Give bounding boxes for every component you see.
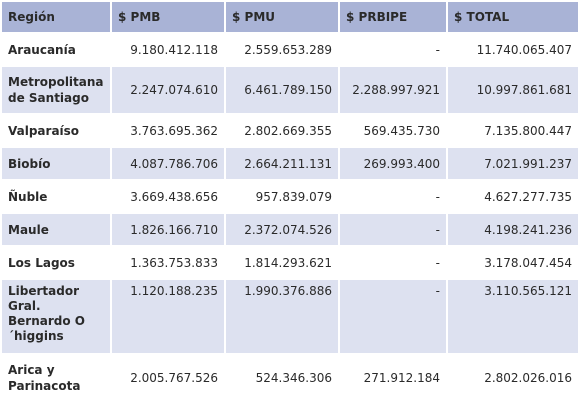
header-pmu: $ PMU <box>226 2 338 32</box>
pmu-cell: 6.461.789.150 <box>226 67 338 113</box>
table-row: Maule 1.826.166.710 2.372.074.526 - 4.19… <box>2 214 578 245</box>
total-cell: 11.740.065.407 <box>448 34 578 65</box>
header-region: Región <box>2 2 110 32</box>
pmb-cell: 4.087.786.706 <box>112 148 224 179</box>
prbipe-cell: - <box>340 247 446 278</box>
pmu-cell: 2.559.653.289 <box>226 34 338 65</box>
region-cell: Ñuble <box>2 181 110 212</box>
pmb-cell: 1.120.188.235 <box>112 280 224 353</box>
total-cell: 7.021.991.237 <box>448 148 578 179</box>
prbipe-cell: 2.288.997.921 <box>340 67 446 113</box>
region-cell: Arica y Parinacota <box>2 355 110 401</box>
total-cell: 3.110.565.121 <box>448 280 578 353</box>
header-total: $ TOTAL <box>448 2 578 32</box>
pmu-cell: 1.990.376.886 <box>226 280 338 353</box>
pmb-cell: 3.763.695.362 <box>112 115 224 146</box>
pmb-cell: 9.180.412.118 <box>112 34 224 65</box>
table-row: Araucanía 9.180.412.118 2.559.653.289 - … <box>2 34 578 65</box>
total-cell: 2.802.026.016 <box>448 355 578 401</box>
table-row: Arica y Parinacota 2.005.767.526 524.346… <box>2 355 578 401</box>
pmb-cell: 2.247.074.610 <box>112 67 224 113</box>
region-cell: Araucanía <box>2 34 110 65</box>
prbipe-cell: 269.993.400 <box>340 148 446 179</box>
pmb-cell: 1.363.753.833 <box>112 247 224 278</box>
pmb-cell: 2.005.767.526 <box>112 355 224 401</box>
total-cell: 7.135.800.447 <box>448 115 578 146</box>
table-row: Ñuble 3.669.438.656 957.839.079 - 4.627.… <box>2 181 578 212</box>
region-cell: Valparaíso <box>2 115 110 146</box>
total-cell: 3.178.047.454 <box>448 247 578 278</box>
pmu-cell: 2.664.211.131 <box>226 148 338 179</box>
region-cell: Metropolitana de Santiago <box>2 67 110 113</box>
table-row: Biobío 4.087.786.706 2.664.211.131 269.9… <box>2 148 578 179</box>
pmu-cell: 957.839.079 <box>226 181 338 212</box>
header-prbipe: $ PRBIPE <box>340 2 446 32</box>
region-cell: Biobío <box>2 148 110 179</box>
pmu-cell: 2.372.074.526 <box>226 214 338 245</box>
pmb-cell: 1.826.166.710 <box>112 214 224 245</box>
table-row: Valparaíso 3.763.695.362 2.802.669.355 5… <box>2 115 578 146</box>
region-cell: Los Lagos <box>2 247 110 278</box>
prbipe-cell: 271.912.184 <box>340 355 446 401</box>
header-row: Región $ PMB $ PMU $ PRBIPE $ TOTAL <box>2 2 578 32</box>
prbipe-cell: - <box>340 214 446 245</box>
pmb-cell: 3.669.438.656 <box>112 181 224 212</box>
total-cell: 4.198.241.236 <box>448 214 578 245</box>
region-cell: Maule <box>2 214 110 245</box>
prbipe-cell: - <box>340 181 446 212</box>
prbipe-cell: - <box>340 280 446 353</box>
table-row: Los Lagos 1.363.753.833 1.814.293.621 - … <box>2 247 578 278</box>
pmu-cell: 2.802.669.355 <box>226 115 338 146</box>
table-row: Libertador Gral. Bernardo O´higgins 1.12… <box>2 280 578 353</box>
total-cell: 10.997.861.681 <box>448 67 578 113</box>
header-pmb: $ PMB <box>112 2 224 32</box>
pmu-cell: 1.814.293.621 <box>226 247 338 278</box>
region-cell: Libertador Gral. Bernardo O´higgins <box>2 280 110 353</box>
total-cell: 4.627.277.735 <box>448 181 578 212</box>
prbipe-cell: - <box>340 34 446 65</box>
prbipe-cell: 569.435.730 <box>340 115 446 146</box>
pmu-cell: 524.346.306 <box>226 355 338 401</box>
table-row: Metropolitana de Santiago 2.247.074.610 … <box>2 67 578 113</box>
